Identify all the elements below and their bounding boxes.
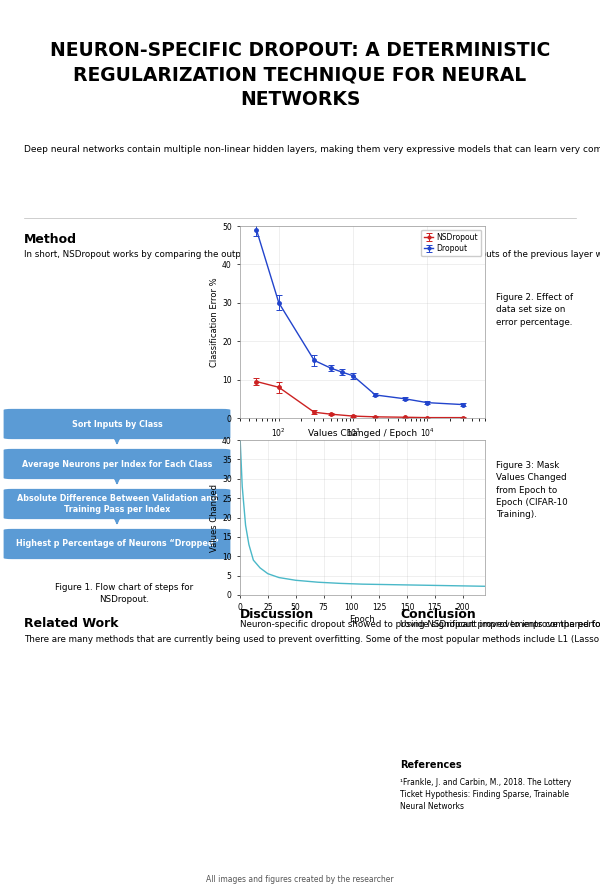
Text: ¹Frankle, J. and Carbin, M., 2018. The Lottery
Ticket Hypothesis: Finding Sparse: ¹Frankle, J. and Carbin, M., 2018. The L…: [400, 778, 571, 811]
Text: Discussion: Discussion: [240, 608, 314, 621]
X-axis label: Dataset Size: Dataset Size: [336, 442, 389, 451]
Text: Figure 1. Flow chart of steps for
NSDropout.: Figure 1. Flow chart of steps for NSDrop…: [55, 583, 194, 604]
Text: Sort Inputs by Class: Sort Inputs by Class: [71, 419, 163, 428]
Text: In short, NSDropout works by comparing the outputs of the previous layer for a g: In short, NSDropout works by comparing t…: [24, 250, 600, 259]
Legend: NSDropout, Dropout: NSDropout, Dropout: [421, 229, 481, 256]
Text: Deep neural networks contain multiple non-linear hidden layers, making them very: Deep neural networks contain multiple no…: [24, 145, 600, 154]
Title: Values Changed / Epoch: Values Changed / Epoch: [308, 429, 417, 438]
Y-axis label: Values Changed: Values Changed: [210, 484, 219, 552]
Text: There are many methods that are currently being used to prevent overfitting. Som: There are many methods that are currentl…: [24, 635, 600, 644]
Text: Figure 3: Mask
Values Changed
from Epoch to
Epoch (CIFAR-10
Training).: Figure 3: Mask Values Changed from Epoch…: [496, 461, 568, 519]
X-axis label: Epoch: Epoch: [350, 616, 376, 625]
Text: NEURON-SPECIFIC DROPOUT: A DETERMINISTIC
REGULARIZATION TECHNIQUE FOR NEURAL
NET: NEURON-SPECIFIC DROPOUT: A DETERMINISTIC…: [50, 41, 550, 108]
Text: Figure 2. Effect of
data set size on
error percentage.: Figure 2. Effect of data set size on err…: [496, 293, 573, 327]
FancyBboxPatch shape: [4, 409, 230, 439]
Y-axis label: Classification Error %: Classification Error %: [210, 277, 219, 366]
FancyBboxPatch shape: [4, 529, 230, 559]
Text: Using NSDropout proved to improve the performance of neural networks in image cl: Using NSDropout proved to improve the pe…: [400, 620, 600, 629]
Text: All images and figures created by the researcher: All images and figures created by the re…: [206, 875, 394, 884]
Text: Method: Method: [24, 233, 77, 246]
Text: Related Work: Related Work: [24, 617, 119, 630]
Text: Absolute Difference Between Validation and
Training Pass per Index: Absolute Difference Between Validation a…: [17, 495, 217, 513]
FancyBboxPatch shape: [4, 449, 230, 479]
Text: Neuron-specific dropout showed to provide significant improvements compared to t: Neuron-specific dropout showed to provid…: [240, 620, 600, 629]
Text: Highest p Percentage of Neurons “Dropped”: Highest p Percentage of Neurons “Dropped…: [16, 539, 218, 548]
Text: Conclusion: Conclusion: [400, 608, 476, 621]
Text: References: References: [400, 760, 461, 770]
FancyBboxPatch shape: [4, 489, 230, 519]
Text: Average Neurons per Index for Each Class: Average Neurons per Index for Each Class: [22, 460, 212, 469]
